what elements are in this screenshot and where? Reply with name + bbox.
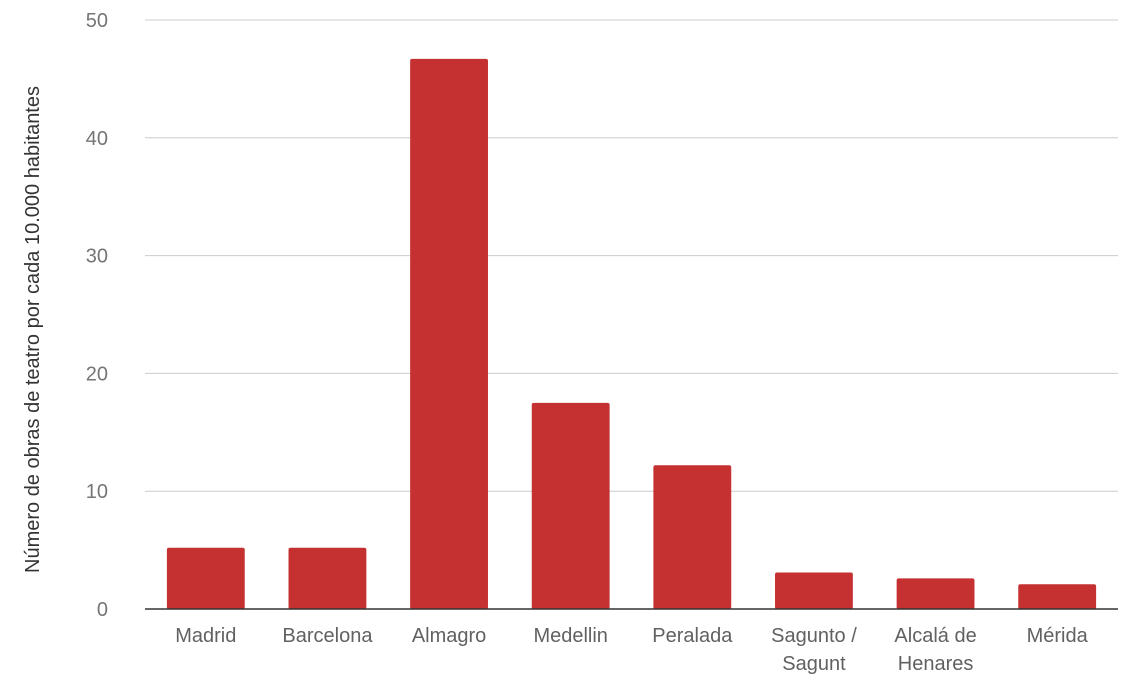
x-category-label: Sagunt	[782, 653, 846, 675]
bar	[653, 465, 732, 609]
y-tick-label: 10	[86, 481, 108, 503]
x-category-label: Peralada	[652, 625, 733, 647]
y-tick-label: 30	[86, 246, 108, 268]
x-category-label: Madrid	[175, 625, 236, 647]
bars	[166, 58, 1097, 609]
y-tick-label: 0	[97, 599, 108, 621]
x-category-label: Alcalá de	[894, 625, 976, 647]
bar	[288, 547, 367, 609]
bar	[410, 58, 488, 609]
y-tick-label: 20	[86, 363, 108, 385]
y-axis-tick-labels: 0 10 20 30 40 50	[86, 10, 108, 621]
bar	[1018, 584, 1097, 609]
y-tick-label: 50	[86, 10, 108, 32]
x-category-label: Barcelona	[282, 625, 373, 647]
x-category-label: Sagunto /	[771, 625, 857, 647]
x-category-label: Almagro	[412, 625, 486, 647]
x-category-label: Henares	[898, 653, 974, 675]
x-category-label: Medellin	[533, 625, 607, 647]
bar	[896, 578, 975, 609]
bar	[531, 402, 610, 609]
y-tick-label: 40	[86, 128, 108, 150]
bar	[775, 572, 853, 609]
x-category-label: Mérida	[1027, 625, 1089, 647]
bar	[166, 547, 245, 609]
x-axis-category-labels: Madrid Barcelona Almagro Medellin Peralada Sa…	[175, 625, 1088, 675]
y-axis-title: Número de obras de teatro por cada 10.00…	[22, 86, 44, 573]
gridlines	[145, 19, 1118, 492]
